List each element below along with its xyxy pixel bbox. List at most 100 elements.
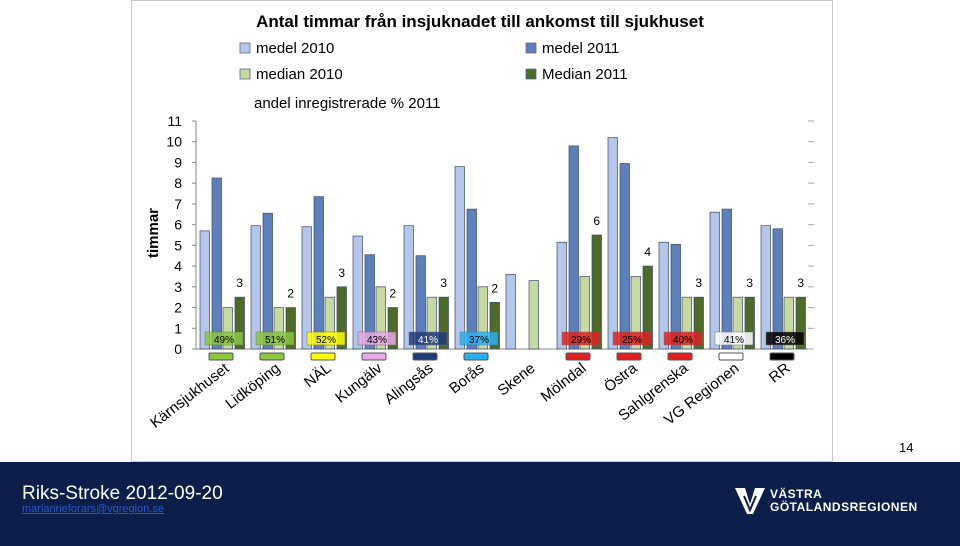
andel-label: 43% [367,335,387,346]
y-tick-label: 5 [174,237,182,253]
category-marker [667,352,693,361]
andel-box [255,331,295,346]
bar [489,302,500,350]
legend-label: medel 2010 [256,40,334,57]
andel-box [561,331,601,346]
bar [324,296,335,350]
bar [744,296,755,350]
andel-label: 25% [622,335,642,346]
y-tick-label: 1 [174,320,182,336]
bar [336,286,347,350]
andel-label: 29% [571,335,591,346]
andel-box [306,331,346,346]
bar [528,280,539,350]
data-label: 2 [389,287,396,301]
data-label: 3 [338,266,345,280]
data-label: 3 [440,276,447,290]
andel-box [765,331,805,346]
legend-label: medel 2011 [542,40,619,57]
x-tick-label: Skene [494,360,538,400]
bar [375,286,386,350]
andel-label: 49% [214,335,234,346]
andel-box [357,331,397,346]
bar [556,241,567,350]
andel-label: 52% [316,335,336,346]
x-tick-label: Kungälv [332,359,386,406]
y-tick-label: 7 [174,196,182,212]
data-label: 6 [593,214,600,228]
category-marker [463,352,489,361]
y-tick-label: 9 [174,154,182,170]
category-marker [361,352,387,361]
bar [211,177,222,350]
y-tick-label: 2 [174,300,182,316]
bar [681,296,692,350]
andel-label: 51% [265,335,285,346]
category-marker [310,352,336,361]
andel-label: 37% [469,335,489,346]
bar [426,296,437,350]
bar [477,286,488,350]
bar [658,241,669,350]
x-tick-label: Lidköping [222,360,283,413]
data-label: 2 [287,287,294,301]
bar [709,211,720,350]
chart-title: Antal timmar från insjuknadet till ankom… [256,12,704,31]
bar [352,235,363,350]
data-label: 3 [746,276,753,290]
y-tick-label: 10 [166,134,182,150]
category-marker [565,352,591,361]
footer-bar [0,462,960,546]
bar [783,296,794,350]
bar [285,307,296,350]
bar [693,296,704,350]
andel-label: 40% [673,335,693,346]
bar [732,296,743,350]
bar [579,276,590,350]
bar [591,234,602,350]
y-tick-label: 11 [167,113,182,129]
andel-box [204,331,244,346]
y-tick-label: 0 [174,341,182,357]
bar [642,265,653,350]
footer-title: Riks-Stroke 2012-09-20 [22,483,223,504]
category-marker [412,352,438,361]
bar [438,296,449,350]
x-tick-label: Kärnsjukhuset [147,359,233,431]
data-label: 3 [695,276,702,290]
andel-label: 36% [775,335,795,346]
x-tick-label: Alingsås [381,360,436,408]
x-tick-label: Östra [600,359,640,396]
y-tick-label: 6 [174,217,182,233]
legend-swatch [239,68,251,80]
bar [250,225,261,350]
bar [772,228,783,350]
bar [222,307,233,350]
data-label: 2 [491,281,498,295]
andel-label: 41% [724,335,744,346]
page-number: 14 [899,440,914,455]
bar [760,225,771,350]
legend: medel 2010 medel 2011 median 2010 Median 20… [239,40,628,112]
vgr-logo-icon [735,488,765,514]
bar [607,137,618,350]
footer-email-link[interactable]: marianneforars@vgregion.se [22,503,165,515]
category-marker [208,352,234,361]
andel-box [459,331,499,346]
y-tick-label: 4 [174,258,182,274]
bar [403,225,414,350]
data-label: 3 [797,276,804,290]
x-tick-label: NÄL [301,360,334,391]
vgr-logo-text: VÄSTRA GÖTALANDSREGIONEN [770,488,918,514]
bar [568,145,579,350]
y-axis: 0 1 2 3 4 5 6 7 8 9 10 11 [166,113,814,357]
bars: 3 49% 2 51% 3 52% 2 43% 3 41% 2 37% 6 29% 4 25% 3 40% 3 41%… [199,137,806,361]
category-marker [259,352,285,361]
andel-box [612,331,652,346]
bar [721,208,732,350]
bar [313,196,324,350]
andel-box [408,331,448,346]
